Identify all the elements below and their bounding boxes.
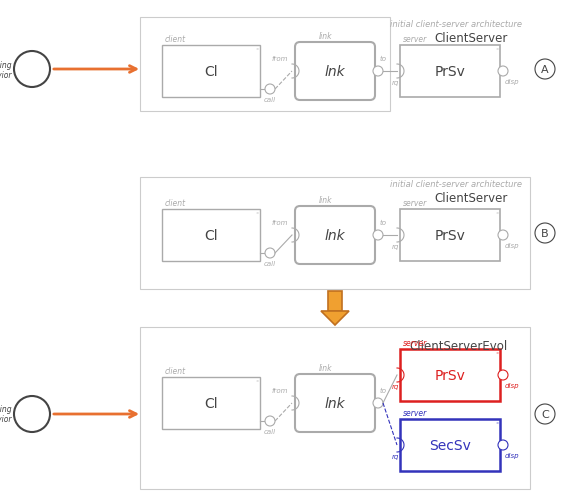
Text: to: to <box>380 387 387 393</box>
Text: call: call <box>264 97 276 103</box>
Text: initial client-server architecture: initial client-server architecture <box>390 180 522 188</box>
Text: disp: disp <box>505 452 520 458</box>
Bar <box>162 209 260 262</box>
Polygon shape <box>321 312 349 325</box>
Text: °: ° <box>255 379 258 384</box>
Text: B: B <box>541 228 549 238</box>
Circle shape <box>265 416 275 426</box>
Text: call: call <box>264 428 276 434</box>
Circle shape <box>535 60 555 80</box>
Text: °: ° <box>495 421 498 426</box>
Text: behavior: behavior <box>0 70 12 79</box>
Text: server: server <box>403 35 427 44</box>
Bar <box>162 46 260 98</box>
Text: rq: rq <box>392 80 398 86</box>
Circle shape <box>265 85 275 95</box>
Text: C: C <box>541 409 549 419</box>
Text: controlling: controlling <box>0 405 12 414</box>
Text: from: from <box>271 387 288 393</box>
Text: °: ° <box>495 48 498 53</box>
Text: ClientServer: ClientServer <box>435 32 508 45</box>
Text: PrSv: PrSv <box>435 65 465 79</box>
Text: to: to <box>380 56 387 62</box>
Bar <box>328 292 342 312</box>
Text: °: ° <box>255 211 258 216</box>
Text: °: ° <box>255 48 258 53</box>
Text: Cl: Cl <box>204 65 218 79</box>
Text: link: link <box>318 195 332 204</box>
Text: PrSv: PrSv <box>435 228 465 242</box>
Text: ClientServerEvol: ClientServerEvol <box>410 339 508 352</box>
Text: rq: rq <box>392 453 398 459</box>
Circle shape <box>535 223 555 243</box>
Bar <box>140 18 390 112</box>
Text: rq: rq <box>392 383 398 389</box>
Text: server: server <box>403 198 427 207</box>
Circle shape <box>373 398 383 408</box>
Text: rq: rq <box>392 243 398 249</box>
Circle shape <box>498 67 508 77</box>
Bar <box>400 46 500 98</box>
Circle shape <box>373 230 383 240</box>
Bar <box>162 377 260 429</box>
Text: from: from <box>271 219 288 225</box>
Text: lnk: lnk <box>325 65 346 79</box>
Circle shape <box>498 440 508 450</box>
Bar <box>140 327 530 489</box>
Text: to: to <box>380 219 387 225</box>
Bar <box>400 349 500 401</box>
Bar <box>400 209 500 262</box>
Circle shape <box>373 67 383 77</box>
Text: link: link <box>318 32 332 41</box>
Text: SecSv: SecSv <box>429 438 471 452</box>
FancyBboxPatch shape <box>295 374 375 432</box>
Text: behavior: behavior <box>0 415 12 424</box>
Text: from: from <box>271 56 288 62</box>
Text: lnk: lnk <box>325 396 346 410</box>
Circle shape <box>14 52 50 88</box>
Text: server: server <box>403 338 427 347</box>
Text: controlling: controlling <box>0 61 12 69</box>
Text: client: client <box>165 366 186 375</box>
Text: disp: disp <box>505 79 520 85</box>
Text: Cl: Cl <box>204 396 218 410</box>
FancyBboxPatch shape <box>295 206 375 265</box>
FancyBboxPatch shape <box>295 43 375 101</box>
Text: link: link <box>318 363 332 372</box>
Text: PrSv: PrSv <box>435 368 465 382</box>
Text: Cl: Cl <box>204 228 218 242</box>
Circle shape <box>498 230 508 240</box>
Circle shape <box>498 370 508 380</box>
Text: disp: disp <box>505 382 520 388</box>
Text: °: ° <box>495 211 498 216</box>
Bar <box>140 178 530 290</box>
Text: A: A <box>541 65 549 75</box>
Circle shape <box>14 396 50 432</box>
Text: server: server <box>403 408 427 417</box>
Text: °: ° <box>495 351 498 356</box>
Text: call: call <box>264 261 276 267</box>
Text: client: client <box>165 35 186 44</box>
Bar <box>400 419 500 471</box>
Text: ClientServer: ClientServer <box>435 191 508 204</box>
Text: lnk: lnk <box>325 228 346 242</box>
Text: initial client-server architecture: initial client-server architecture <box>390 20 522 29</box>
Circle shape <box>265 248 275 259</box>
Text: disp: disp <box>505 242 520 248</box>
Text: client: client <box>165 198 186 207</box>
Circle shape <box>535 404 555 424</box>
